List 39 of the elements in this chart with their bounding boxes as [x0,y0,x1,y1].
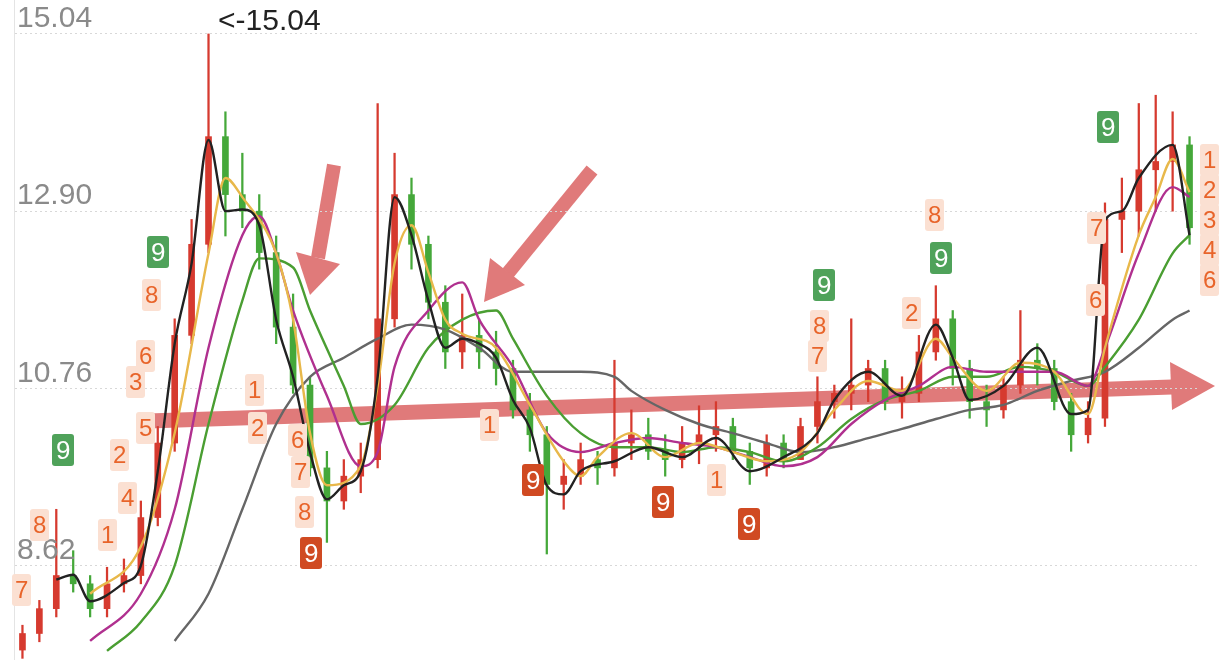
annotation: 7 [1087,212,1107,244]
annotation: 2 [902,297,922,329]
annotation: 3 [126,366,146,398]
y-tick-label: 15.04 [17,0,93,34]
annotation: 6 [288,424,308,456]
annotation: 9 [1097,111,1120,143]
annotation: 9 [738,508,761,540]
annotation: 1 [98,519,118,551]
annotation: 9 [147,236,170,268]
annotation: 4 [118,482,138,514]
text: 4 [1200,234,1220,266]
annotation: 8 [925,199,945,231]
annotation: 9 [930,242,953,274]
annotation: 7 [291,456,311,488]
annotation: 7 [808,340,828,372]
annotation: 9 [52,434,75,466]
annotation: 9 [652,486,675,518]
annotation: 8 [295,496,315,528]
annotation: 1 [245,374,265,406]
y-tick-label: 10.76 [17,354,93,388]
text: 6 [1200,264,1220,296]
annotation: 7 [12,574,32,606]
text: 1 [1200,144,1220,176]
annotation: <-15.04 [217,3,322,36]
annotation: 5 [136,412,156,444]
annotation: 6 [136,340,156,372]
annotation: 2 [110,439,130,471]
annotation: 8 [810,310,830,342]
annotation: 9 [813,269,836,301]
annotation: 2 [248,412,268,444]
y-tick-label: 12.90 [17,177,93,211]
text: 2 [1200,174,1220,206]
annotation: 6 [1086,284,1106,316]
annotation: 8 [142,279,162,311]
annotation: 9 [522,464,545,496]
annotation: 1 [707,464,727,496]
annotation: 9 [300,537,323,569]
annotation: 1 [480,409,500,441]
text: 3 [1200,204,1220,236]
